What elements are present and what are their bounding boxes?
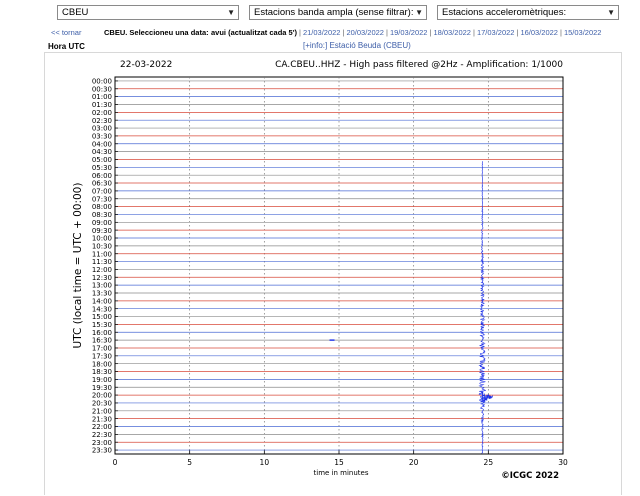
row-time-label: 19:00 [92,376,112,384]
row-time-label: 20:00 [92,392,112,400]
row-time-label: 17:30 [92,352,112,360]
row-time-label: 17:00 [92,345,112,353]
event-waveform-coda [482,391,493,403]
row-time-label: 07:00 [92,187,112,195]
row-time-label: 18:30 [92,368,112,376]
row-time-label: 21:30 [92,415,112,423]
station-info-link[interactable]: [+info:] Estació Beuda (CBEU) [303,41,411,50]
station-select[interactable]: CBEU ▼ [57,5,239,20]
row-time-label: 19:30 [92,384,112,392]
station-select-value: CBEU [62,7,89,18]
row-time-label: 02:00 [92,109,112,117]
chart-title: CA.CBEU..HHZ - High pass filtered @2Hz -… [275,60,563,70]
y-axis-label: UTC (local time = UTC + 00:00) [72,183,84,349]
row-time-label: 14:30 [92,305,112,313]
row-time-label: 13:00 [92,282,112,290]
station-prompt: CBEU. Seleccioneu una data: [104,28,209,37]
row-time-label: 12:00 [92,266,112,274]
row-time-label: 22:00 [92,423,112,431]
row-time-label: 06:30 [92,180,112,188]
seismogram-plot: 0 5 10 15 20 25 30 00:00 00:30 01:00 01:30 02:00 02:… [44,52,622,495]
row-time-label: 03:30 [92,133,112,141]
row-time-label: 10:00 [92,235,112,243]
row-time-label: 12:30 [92,274,112,282]
row-time-label: 09:00 [92,219,112,227]
row-time-label: 01:00 [92,93,112,101]
date-link[interactable]: 16/03/2022 [520,28,558,37]
row-time-label: 15:00 [92,313,112,321]
x-tick-label: 0 [113,458,118,467]
row-time-label: 20:30 [92,400,112,408]
row-time-label: 05:30 [92,164,112,172]
row-time-label: 09:30 [92,227,112,235]
row-time-label: 08:30 [92,211,112,219]
row-time-label: 11:30 [92,258,112,266]
seismogram-chart: 0 5 10 15 20 25 30 00:0000:3001:0001:3002:0002:… [72,60,568,481]
broadband-select-value: Estacions banda ampla (sense filtrar): [254,7,414,18]
row-time-label: 23:00 [92,439,112,447]
accelerometric-select-value: Estacions acceleromètriques: [442,7,567,18]
row-time-label: 18:00 [92,360,112,368]
row-time-label: 22:30 [92,431,112,439]
row-time-label: 00:00 [92,78,112,86]
row-time-label: 02:30 [92,117,112,125]
copyright-label: ©ICGC 2022 [501,471,559,481]
x-axis-label: time in minutes [314,469,369,477]
row-time-label: 16:30 [92,337,112,345]
row-time-label: 04:00 [92,140,112,148]
row-time-label: 04:30 [92,148,112,156]
date-link[interactable]: 17/03/2022 [476,28,515,37]
row-time-label: 13:30 [92,290,112,298]
utc-header: Hora UTC [48,42,85,51]
chevron-down-icon: ▼ [227,8,235,17]
accelerometric-stations-select[interactable]: Estacions acceleromètriques: ▼ [437,5,619,20]
row-time-label: 10:30 [92,242,112,250]
date-link[interactable]: 19/03/2022 [389,28,428,37]
row-time-label: 06:00 [92,172,112,180]
chart-date: 22-03-2022 [120,60,172,70]
chevron-down-icon: ▼ [415,8,423,17]
chevron-down-icon: ▼ [607,8,615,17]
x-tick-label: 10 [260,458,270,467]
x-tick-label: 15 [334,458,344,467]
date-link[interactable]: 20/03/2022 [346,28,384,37]
event-waveform [478,161,487,454]
row-time-label: 08:00 [92,203,112,211]
row-time-label: 14:00 [92,297,112,305]
x-tick-label: 25 [484,458,494,467]
date-link[interactable]: 21/03/2022 [302,28,341,37]
row-time-label: 21:00 [92,407,112,415]
back-link[interactable]: << tornar [51,28,82,37]
broadband-stations-select[interactable]: Estacions banda ampla (sense filtrar): ▼ [249,5,427,20]
row-time-label: 03:00 [92,125,112,133]
row-time-label: 16:00 [92,329,112,337]
row-time-label: 11:00 [92,250,112,258]
row-time-label: 23:30 [92,447,112,455]
today-link[interactable]: avui (actualitzat cada 5') [211,28,297,37]
date-link[interactable]: 18/03/2022 [433,28,471,37]
date-links: avui (actualitzat cada 5') | 21/03/2022 | 20… [211,28,602,37]
date-navigation: << tornar CBEU. Seleccioneu una data: av… [0,27,640,39]
date-link[interactable]: 15/03/2022 [563,28,602,37]
x-tick-label: 30 [558,458,568,467]
row-time-label: 00:30 [92,85,112,93]
row-time-label: 07:30 [92,195,112,203]
x-tick-label: 5 [187,458,192,467]
row-time-label: 01:30 [92,101,112,109]
x-tick-label: 20 [409,458,419,467]
row-time-label: 05:00 [92,156,112,164]
row-time-label: 15:30 [92,321,112,329]
